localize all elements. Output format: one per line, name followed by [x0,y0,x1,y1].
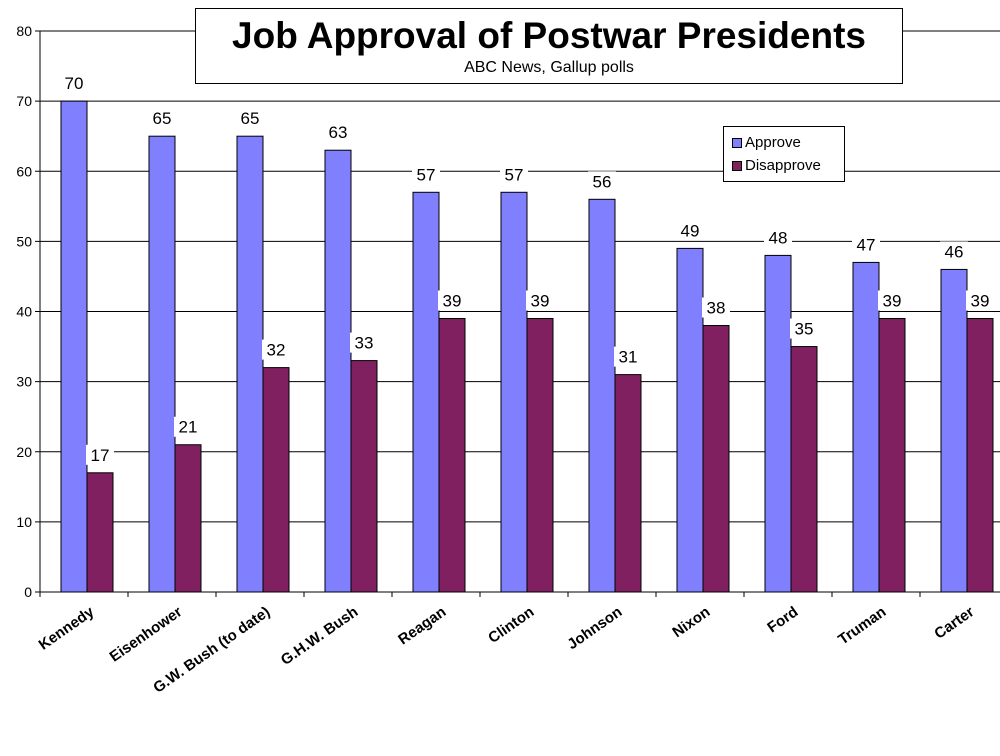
bar-approve [940,268,968,593]
data-label: 63 [329,123,348,142]
x-category-label: G.H.W. Bush [278,603,361,669]
x-category-label: Eisenhower [107,603,186,665]
data-label-bg [60,73,88,94]
bar-approve [236,135,264,593]
data-label: 48 [769,228,788,247]
data-label-bg [526,290,554,311]
bar-disapprove [790,346,818,593]
bar-approve [764,254,792,593]
y-tick-label: 70 [16,93,32,109]
bar-approve [412,191,440,593]
y-tick-label: 20 [16,444,32,460]
data-label: 35 [795,320,814,339]
legend-swatch-approve [732,137,742,148]
y-tick-label: 10 [16,514,32,530]
legend-label-disapprove: Disapprove [745,157,821,174]
bar-approve [60,100,88,593]
bar-disapprove [526,318,554,593]
data-label: 65 [241,109,260,128]
legend-item-approve: Approve [732,131,844,154]
chart-subtitle: ABC News, Gallup polls [464,59,634,76]
data-label: 39 [883,292,902,311]
data-label-bg [588,171,616,192]
x-category-label: Kennedy [36,603,98,654]
y-tick-label: 60 [16,163,32,179]
data-label-bg [350,332,378,353]
bar-disapprove [174,444,202,593]
data-label: 38 [707,299,726,318]
legend-item-disapprove: Disapprove [732,154,844,177]
title-box: Job Approval of Postwar Presidents ABC N… [195,8,903,84]
data-label: 46 [945,242,964,261]
data-label-bg [790,318,818,339]
bar-approve [324,149,352,593]
data-label: 21 [179,418,198,437]
x-category-label: Truman [835,603,889,648]
data-label: 39 [531,292,550,311]
data-label: 56 [593,172,612,191]
data-label: 49 [681,221,700,240]
bar-disapprove [878,318,906,593]
data-label: 17 [91,446,110,465]
data-label-bg [764,227,792,248]
legend-label-approve: Approve [745,134,801,151]
data-label-bg [236,108,264,129]
data-label: 39 [443,292,462,311]
y-tick-label: 50 [16,233,32,249]
y-tick-label: 80 [16,23,32,39]
bar-approve [676,247,704,593]
data-label: 57 [417,165,436,184]
legend-swatch-disapprove [732,160,742,171]
y-tick-label: 0 [24,584,32,600]
legend: Approve Disapprove [723,126,845,182]
x-category-label: Carter [931,603,977,642]
data-label-bg [438,290,466,311]
bar-disapprove [702,325,730,593]
x-category-label: Johnson [564,603,625,653]
bar-approve [852,261,880,593]
bar-disapprove [350,360,378,593]
data-label-bg [86,444,114,465]
bar-disapprove [438,318,466,593]
bar-disapprove [614,374,642,593]
x-category-label: Clinton [485,603,537,647]
data-label-bg [614,346,642,367]
data-label-bg [412,164,440,185]
data-label-bg [148,108,176,129]
value-labels: 70 17 65 21 65 32 63 33 57 39 57 39 56 31 49 38 48 35 47 39… [60,73,994,465]
bar-approve [588,198,616,593]
x-category-label: Nixon [669,603,713,641]
data-label-bg [702,297,730,318]
data-label-bg [966,290,994,311]
x-category-label: Reagan [395,603,449,648]
x-category-label: Ford [764,603,801,636]
data-label-bg [852,234,880,255]
data-label-bg [940,241,968,262]
data-label: 39 [971,292,990,311]
data-label: 70 [65,74,84,93]
data-label: 31 [619,348,638,367]
data-label: 57 [505,165,524,184]
chart-title: Job Approval of Postwar Presidents [232,15,866,56]
bar-approve [500,191,528,593]
data-label: 32 [267,341,286,360]
bar-disapprove [966,318,994,593]
data-label-bg [324,122,352,143]
bar-disapprove [86,472,114,593]
y-tick-label: 40 [16,304,32,320]
data-label-bg [262,339,290,360]
data-label: 65 [153,109,172,128]
data-label-bg [174,416,202,437]
axes [35,30,1000,597]
bars [60,100,994,593]
data-label-bg [878,290,906,311]
data-label-bg [676,220,704,241]
data-label: 33 [355,334,374,353]
data-label: 47 [857,235,876,254]
bar-approve [148,135,176,593]
data-label-bg [500,164,528,185]
bar-disapprove [262,367,290,593]
y-tick-label: 30 [16,374,32,390]
